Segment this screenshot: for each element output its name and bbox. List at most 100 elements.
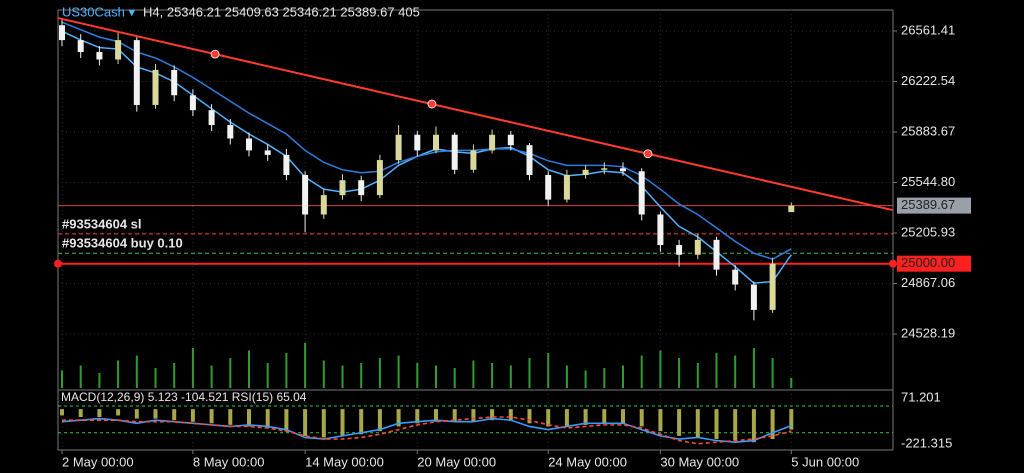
candle-body (171, 69, 178, 96)
order-label: #93534604 sl (62, 216, 142, 231)
macd-histogram (751, 409, 756, 443)
candle-body (283, 154, 290, 176)
volume-bar (565, 365, 568, 388)
macd-histogram (97, 409, 102, 418)
volume-bar (790, 377, 793, 388)
moving-average (61, 21, 792, 261)
volume-bar (435, 365, 437, 388)
volume-bar (266, 363, 269, 388)
volume-bar (304, 343, 307, 388)
volume-bar (509, 365, 512, 388)
candle-body (320, 195, 327, 215)
volume-bar (528, 358, 531, 388)
signal-line (62, 416, 792, 445)
candle-body (451, 134, 458, 170)
x-tick-label: 24 May 00:00 (548, 454, 627, 469)
volume-bar (210, 365, 213, 388)
x-tick-label: 30 May 00:00 (660, 454, 739, 469)
candle-body (676, 245, 683, 255)
macd-histogram (658, 409, 663, 432)
volume-bar (603, 368, 606, 388)
candle-body (713, 239, 720, 270)
macd-histogram (602, 409, 607, 424)
volume-bar (341, 365, 344, 388)
macd-histogram (583, 409, 588, 425)
volume-bar (696, 363, 699, 388)
candle-body (358, 180, 365, 196)
candle-body (59, 25, 65, 41)
trendline (58, 17, 893, 212)
candle-body (433, 134, 439, 151)
macd-histogram (546, 409, 551, 427)
y-tick-label: 26222.54 (901, 73, 955, 88)
y-tick-label: 24867.06 (901, 275, 955, 290)
macd-histogram (396, 409, 401, 427)
candle-body (339, 180, 346, 196)
macd-histogram (564, 409, 569, 427)
macd-histogram (527, 409, 532, 424)
macd-tick-label: -221.315 (901, 435, 952, 450)
candle-body (152, 69, 159, 105)
macd-histogram (228, 409, 233, 425)
volume-bar (98, 373, 101, 388)
volume-bar (771, 358, 774, 388)
volume-bar (378, 358, 381, 388)
candle-body (302, 175, 309, 215)
volume-bar (678, 358, 681, 388)
volume-bar (453, 368, 456, 388)
volume-bar (752, 348, 755, 388)
alert-box (897, 255, 971, 272)
volume-bar (191, 348, 194, 388)
y-tick-label: 25544.80 (901, 174, 955, 189)
macd-histogram (677, 409, 682, 436)
candle-body (208, 110, 215, 126)
macd-histogram (714, 409, 719, 440)
moving-average (61, 30, 792, 284)
volume-bar (154, 368, 157, 388)
candle-body (115, 40, 122, 60)
trendline-anchor (210, 49, 220, 59)
macd-histogram (153, 409, 158, 419)
macd-histogram (190, 409, 195, 422)
volume-bar (622, 365, 624, 388)
macd-histogram (265, 409, 270, 429)
plot (58, 17, 893, 445)
candle-body (489, 134, 496, 151)
y-tick-label: 26561.41 (901, 22, 955, 37)
macd-histogram (60, 409, 64, 416)
candle-body (769, 263, 776, 310)
macd-histogram (789, 409, 794, 430)
volume-bar (491, 363, 494, 388)
candle-body (227, 125, 234, 139)
x-tick-label: 2 May 00:00 (62, 454, 134, 469)
alert-handle (54, 259, 62, 268)
macd-histogram (134, 409, 139, 419)
header-info: H4, 25346.21 25409.63 25346.21 25389.67 … (143, 4, 420, 19)
macd-histogram (247, 409, 251, 427)
candle-body (601, 168, 608, 170)
symbol[interactable]: US30Cash ▾ (62, 4, 135, 19)
macd-histogram (377, 409, 382, 432)
macd-histogram (452, 409, 457, 422)
volume-bar (640, 355, 643, 388)
volume-bar (360, 363, 363, 388)
candle-body (395, 134, 402, 161)
trendline-anchor (427, 99, 437, 109)
candle-body (96, 52, 103, 60)
macd-title: MACD(12,26,9) 5.123 -104.521 RSI(15) 65.… (61, 390, 307, 404)
volume-bar (659, 350, 662, 388)
volume-bar (285, 353, 288, 388)
x-tick-label: 14 May 00:00 (305, 454, 384, 469)
candle-body (545, 175, 552, 200)
bid-label: 25389.67 (901, 197, 955, 212)
volume-bar (61, 370, 63, 388)
macd-histogram (770, 409, 775, 440)
macd-histogram (359, 409, 364, 435)
volume-bar (322, 360, 325, 388)
x-tick-label: 20 May 00:00 (417, 454, 496, 469)
candle-body (582, 169, 589, 176)
candle-body (470, 150, 477, 170)
candle-body (657, 214, 664, 246)
candle-body (414, 134, 421, 151)
macd-histogram (639, 409, 644, 427)
